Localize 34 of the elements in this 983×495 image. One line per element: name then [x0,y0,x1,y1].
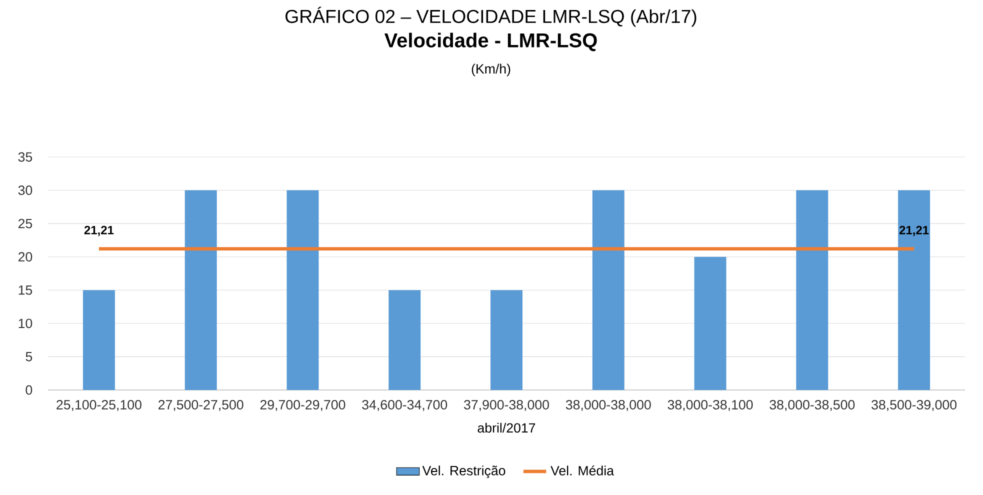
bar [286,190,319,390]
legend-label: Vel. Média [550,465,614,476]
text: GRÁFICO 02 – VELOCIDADE LMR-LSQ (Abr/17) [286,6,696,27]
bar [796,190,828,390]
y-tick-label: 10 [18,318,32,328]
legend-label: Vel. Restrição [422,466,506,478]
y-tick-label: 20 [18,252,32,262]
x-tick-label: 27,500-27,500 [158,400,244,412]
bar [388,290,421,390]
x-tick-label: 29,700-29,700 [260,400,346,412]
y-tick-label: 35 [18,152,32,162]
bar [184,190,217,390]
chart-title: Velocidade - LMR-LSQ [384,32,597,52]
y-tick-label: 0 [26,385,32,395]
x-tick-label: 38,000-38,500 [770,400,855,412]
y-tick-label: 30 [18,186,32,195]
bar [898,190,930,390]
x-tick-label: 25,100-25,100 [56,400,142,412]
x-tick-label: 38,000-38,100 [668,400,753,412]
x-tick-label: 38,000-38,000 [566,400,651,412]
x-tick-label: 34,600-34,700 [362,400,448,412]
chart-subtitle: (Km/h) [472,64,510,76]
y-tick-label: 5 [26,352,32,362]
x-tick-label: 37,900-38,000 [464,400,549,412]
bar [490,290,522,390]
bar [82,290,115,390]
y-tick-label: 15 [18,285,32,295]
x-axis-title: abril/2017 [478,422,536,433]
y-tick-label: 25 [18,218,32,228]
x-tick-label: 38,500-39,000 [872,400,957,412]
data-label: 21,21 [899,226,929,236]
bar [694,256,726,390]
data-label: 21,21 [84,226,114,236]
bar [592,190,624,390]
